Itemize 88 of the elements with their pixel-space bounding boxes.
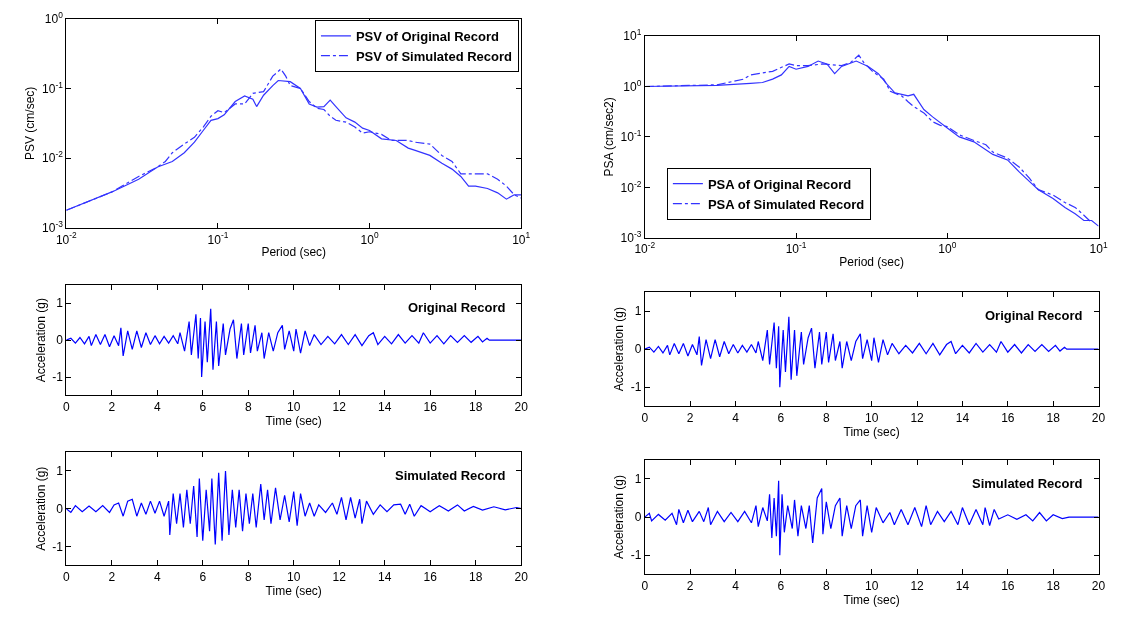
y-tick-label: 1 [634, 472, 642, 487]
x-tick-label: 8 [822, 410, 830, 425]
y-tick-label: 0 [634, 510, 642, 525]
annotation: Original Record [408, 300, 506, 315]
x-tick-label: 4 [732, 578, 740, 593]
x-tick-label: 8 [822, 578, 830, 593]
x-axis-title: Time (sec) [265, 413, 322, 428]
y-tick-label: -1 [52, 539, 64, 554]
y-tick-label: 1 [634, 304, 642, 319]
x-axis-title: Period (sec) [261, 245, 327, 260]
y-axis-title: Acceleration (g) [612, 475, 627, 560]
line-series [66, 470, 522, 546]
x-axis-title: Time (sec) [265, 583, 322, 598]
x-tick-label: 10 [287, 399, 301, 414]
y-tick-label: 0 [56, 501, 64, 516]
legend-label: PSV of Original Record [355, 28, 500, 44]
x-tick-label: 10 [864, 410, 879, 425]
y-axis-title: Acceleration (g) [33, 298, 48, 383]
x-tick-label: 14 [955, 578, 970, 593]
x-axis-title: Time (sec) [843, 424, 900, 439]
y-tick-label: 10$^{-1}$ [620, 128, 642, 145]
y-axis-title: PSV (cm/sec) [23, 86, 38, 161]
x-tick-label: 10$^{1}$ [1089, 240, 1108, 257]
x-tick-label: 12 [910, 578, 925, 593]
x-tick-label: 6 [777, 410, 785, 425]
x-tick-label: 4 [153, 569, 161, 584]
x-tick-label: 2 [686, 578, 694, 593]
x-tick-label: 20 [1091, 578, 1106, 593]
x-tick-label: 16 [423, 569, 438, 584]
y-tick-label: 10$^{-3}$ [620, 228, 642, 245]
y-tick-label: 0 [56, 333, 64, 348]
x-tick-label: 2 [686, 410, 694, 425]
x-tick-label: 4 [153, 399, 161, 414]
x-tick-label: 20 [514, 399, 529, 414]
x-tick-label: 10$^{0}$ [360, 230, 379, 247]
x-tick-label: 12 [332, 399, 347, 414]
x-tick-label: 10$^{-1}$ [207, 230, 229, 247]
x-tick-label: 4 [732, 410, 740, 425]
y-tick-label: 1 [56, 464, 64, 479]
x-tick-label: 10$^{1}$ [512, 230, 531, 247]
x-tick-label: 18 [468, 399, 483, 414]
y-tick-label: 1 [56, 296, 64, 311]
y-axis-title: Acceleration (g) [33, 466, 48, 551]
legend-label: PSV of Simulated Record [355, 48, 513, 64]
y-tick-label: 10$^{-1}$ [42, 79, 64, 96]
x-tick-label: 16 [423, 399, 438, 414]
x-tick-label: 18 [468, 569, 483, 584]
y-axis-title: Acceleration (g) [612, 307, 627, 392]
x-tick-label: 18 [1046, 410, 1061, 425]
y-tick-label: 0 [634, 342, 642, 357]
legend-label: PSA of Original Record [707, 176, 852, 192]
x-tick-label: 2 [108, 569, 116, 584]
x-tick-label: 6 [199, 399, 207, 414]
y-tick-label: 10$^{1}$ [623, 27, 642, 44]
x-axis-title: Time (sec) [843, 592, 900, 607]
y-tick-label: 10$^{0}$ [44, 9, 64, 26]
annotation: Original Record [985, 308, 1083, 323]
x-tick-label: 8 [244, 569, 252, 584]
x-tick-label: 14 [378, 399, 392, 414]
x-tick-label: 12 [910, 410, 925, 425]
x-tick-label: 10$^{0}$ [938, 240, 957, 257]
legend-label: PSA of Simulated Record [707, 196, 865, 212]
x-tick-label: 20 [1091, 410, 1106, 425]
x-tick-label: 6 [199, 569, 207, 584]
x-tick-label: 16 [1001, 578, 1015, 593]
y-axis-title: PSA (cm/sec2) [601, 97, 616, 177]
x-tick-label: 14 [378, 569, 392, 584]
x-tick-label: 10 [864, 578, 879, 593]
y-tick-label: -1 [630, 548, 642, 563]
x-tick-label: 8 [244, 399, 252, 414]
x-tick-label: 16 [1001, 410, 1015, 425]
x-tick-label: 12 [332, 569, 347, 584]
x-tick-label: 20 [514, 569, 529, 584]
x-tick-label: 6 [777, 578, 785, 593]
x-tick-label: 2 [108, 399, 116, 414]
x-tick-label: 18 [1046, 578, 1061, 593]
y-tick-label: 10$^{-3}$ [42, 219, 64, 236]
x-tick-label: 14 [955, 410, 970, 425]
x-tick-label: 10 [287, 569, 301, 584]
annotation: Simulated Record [972, 476, 1083, 491]
y-tick-label: 10$^{-2}$ [42, 149, 64, 166]
x-axis-title: Period (sec) [839, 255, 905, 270]
y-tick-label: -1 [630, 380, 642, 395]
y-tick-label: 10$^{0}$ [623, 77, 642, 94]
annotation: Simulated Record [395, 468, 506, 483]
x-tick-label: 10$^{-1}$ [785, 240, 807, 257]
y-tick-label: 10$^{-2}$ [620, 178, 642, 195]
y-tick-label: -1 [52, 370, 64, 385]
